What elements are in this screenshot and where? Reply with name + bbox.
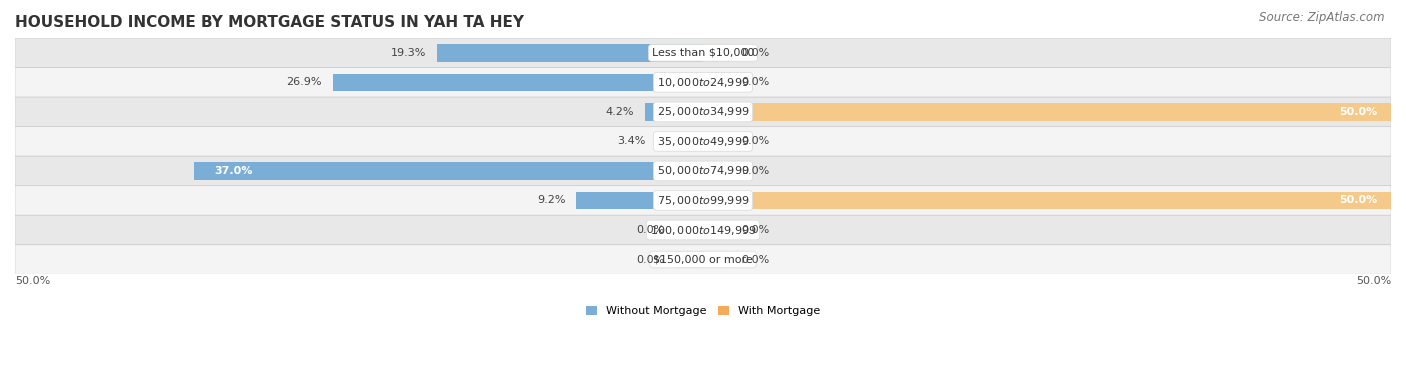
Text: $10,000 to $24,999: $10,000 to $24,999 [657,76,749,89]
Text: 37.0%: 37.0% [215,166,253,176]
Text: Source: ZipAtlas.com: Source: ZipAtlas.com [1260,11,1385,24]
Bar [194,162,703,180]
Text: 0.0%: 0.0% [741,254,769,265]
Text: 50.0%: 50.0% [15,276,51,286]
Bar [437,44,703,62]
Bar [675,221,703,239]
Bar [703,221,731,239]
Text: 19.3%: 19.3% [391,48,426,58]
FancyBboxPatch shape [15,215,1391,245]
Text: $75,000 to $99,999: $75,000 to $99,999 [657,194,749,207]
Bar [703,192,1391,209]
FancyBboxPatch shape [15,97,1391,127]
Text: 0.0%: 0.0% [637,225,665,235]
Bar [645,103,703,121]
Text: 0.0%: 0.0% [637,254,665,265]
FancyBboxPatch shape [15,127,1391,156]
Text: $35,000 to $49,999: $35,000 to $49,999 [657,135,749,148]
Text: 0.0%: 0.0% [741,225,769,235]
FancyBboxPatch shape [15,68,1391,97]
Bar [703,162,731,180]
Text: $100,000 to $149,999: $100,000 to $149,999 [650,223,756,237]
Text: 0.0%: 0.0% [741,166,769,176]
Bar [703,133,731,150]
Text: 0.0%: 0.0% [741,136,769,146]
Bar [576,192,703,209]
Bar [703,103,1391,121]
Bar [675,251,703,268]
Text: 9.2%: 9.2% [537,195,565,206]
Text: 0.0%: 0.0% [741,77,769,87]
Bar [703,44,731,62]
Text: 3.4%: 3.4% [617,136,645,146]
Text: 50.0%: 50.0% [1355,276,1391,286]
Text: HOUSEHOLD INCOME BY MORTGAGE STATUS IN YAH TA HEY: HOUSEHOLD INCOME BY MORTGAGE STATUS IN Y… [15,15,524,30]
Text: 50.0%: 50.0% [1339,195,1378,206]
FancyBboxPatch shape [15,38,1391,68]
FancyBboxPatch shape [15,156,1391,186]
Text: 0.0%: 0.0% [741,48,769,58]
Text: $50,000 to $74,999: $50,000 to $74,999 [657,164,749,177]
Text: 26.9%: 26.9% [287,77,322,87]
Text: 4.2%: 4.2% [606,107,634,117]
Text: $25,000 to $34,999: $25,000 to $34,999 [657,105,749,118]
Bar [657,133,703,150]
Text: Less than $10,000: Less than $10,000 [652,48,754,58]
FancyBboxPatch shape [15,186,1391,215]
Bar [703,74,731,91]
Legend: Without Mortgage, With Mortgage: Without Mortgage, With Mortgage [582,301,824,321]
Text: $150,000 or more: $150,000 or more [654,254,752,265]
FancyBboxPatch shape [15,245,1391,274]
Bar [703,251,731,268]
Bar [333,74,703,91]
Text: 50.0%: 50.0% [1339,107,1378,117]
